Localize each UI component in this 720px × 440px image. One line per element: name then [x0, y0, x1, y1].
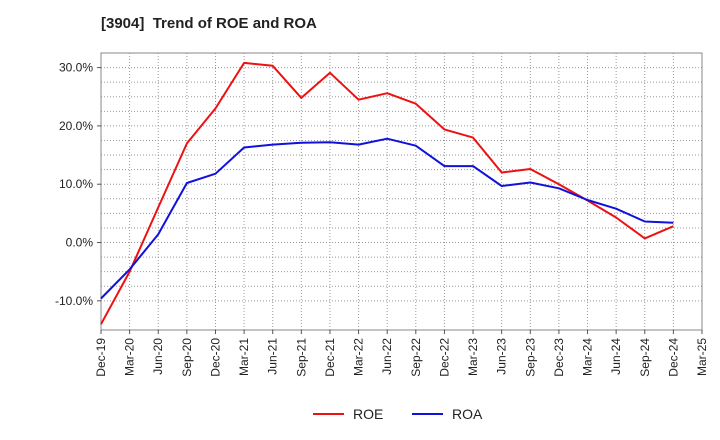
- x-tick-label: Jun-20: [151, 338, 165, 375]
- y-tick-label: 30.0%: [59, 61, 93, 75]
- grid-lines: [101, 53, 702, 330]
- series-line-roa: [100, 137, 674, 300]
- x-tick-label: Mar-20: [123, 338, 137, 376]
- x-tick-label: Sep-23: [523, 338, 537, 377]
- x-tick-label: Mar-25: [695, 338, 709, 376]
- y-tick-label: 0.0%: [66, 236, 94, 250]
- x-tick-label: Jun-22: [380, 338, 394, 375]
- x-tick-label: Mar-24: [581, 338, 595, 376]
- x-tick-label: Mar-21: [237, 338, 251, 376]
- x-tick-label: Dec-20: [208, 338, 222, 377]
- x-axis-ticks: Dec-19 Mar-20 Jun-20 Sep-20 Dec-20 Mar-21 Jun-…: [94, 330, 709, 377]
- series-line-roe: [100, 61, 674, 325]
- y-tick-label: 20.0%: [59, 119, 93, 133]
- legend-label-roe: ROE: [353, 406, 383, 422]
- y-axis-ticks: 30.0% 20.0% 10.0% 0.0% -10.0%: [55, 61, 101, 308]
- x-tick-label: Mar-23: [466, 338, 480, 376]
- x-tick-label: Jun-24: [609, 338, 623, 375]
- x-tick-label: Sep-22: [409, 338, 423, 377]
- x-tick-label: Dec-24: [666, 338, 680, 377]
- x-tick-label: Mar-22: [352, 338, 366, 376]
- series-lines: [100, 61, 674, 325]
- legend: ROE ROA: [313, 406, 483, 422]
- x-tick-label: Jun-23: [495, 338, 509, 375]
- y-tick-label: 10.0%: [59, 177, 93, 191]
- x-tick-label: Sep-24: [638, 338, 652, 377]
- x-tick-label: Dec-22: [437, 338, 451, 377]
- legend-label-roa: ROA: [452, 406, 483, 422]
- x-tick-label: Dec-21: [323, 338, 337, 377]
- x-tick-label: Dec-23: [552, 338, 566, 377]
- x-tick-label: Dec-19: [94, 338, 108, 377]
- y-tick-label: -10.0%: [55, 294, 93, 308]
- x-tick-label: Jun-21: [266, 338, 280, 375]
- x-tick-label: Sep-20: [180, 338, 194, 377]
- x-tick-label: Sep-21: [294, 338, 308, 377]
- chart-title: [3904] Trend of ROE and ROA: [101, 15, 317, 32]
- plot-frame: [100, 52, 703, 331]
